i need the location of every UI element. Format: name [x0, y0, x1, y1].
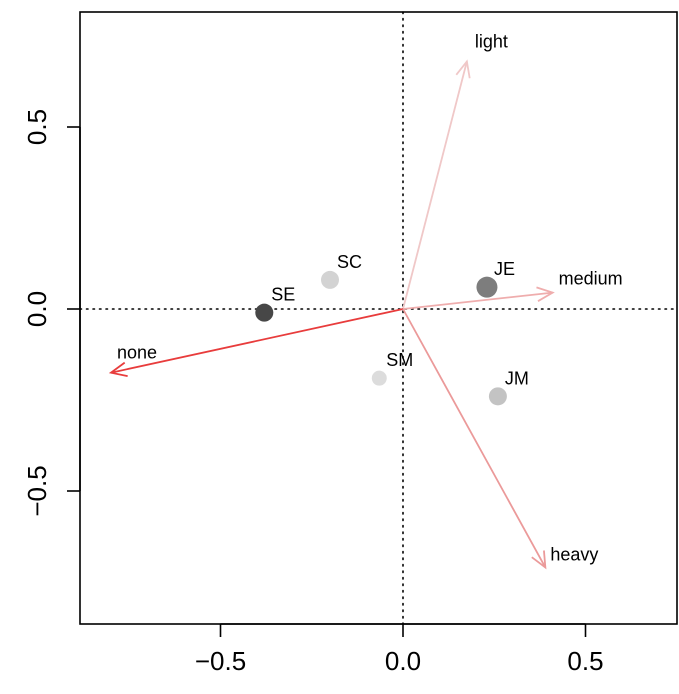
plot-frame — [79, 11, 678, 625]
arrow-shaft-none — [110, 308, 404, 374]
point-SE: SE — [255, 285, 295, 322]
point-marker-JM — [488, 387, 507, 406]
point-label-SM: SM — [386, 350, 413, 370]
point-SM: SM — [371, 350, 413, 386]
point-marker-JE — [476, 276, 498, 298]
arrow-label-heavy: heavy — [550, 544, 598, 564]
point-SC: SC — [321, 252, 362, 289]
point-JM: JM — [488, 368, 529, 406]
arrow-head-light — [455, 59, 471, 79]
variable-arrows: light medium none heavy — [108, 31, 623, 570]
arrow-shaft-heavy — [402, 308, 547, 568]
arrow-label-light: light — [475, 31, 508, 51]
reference-lines — [79, 11, 678, 625]
point-label-SE: SE — [271, 285, 295, 305]
point-label-JM: JM — [505, 368, 529, 388]
point-JE: JE — [476, 259, 515, 298]
point-label-SC: SC — [337, 252, 362, 272]
arrow-shaft-light — [402, 61, 468, 310]
x-tick-label: 0.0 — [385, 646, 421, 676]
arrow-label-none: none — [117, 343, 157, 363]
arrow-head-heavy — [531, 550, 547, 570]
y-tick-label: 0.5 — [22, 109, 52, 145]
point-marker-SE — [255, 303, 274, 322]
arrow-none: none — [108, 308, 404, 378]
x-axis: −0.5 0.0 0.5 — [195, 623, 604, 676]
arrow-shaft-medium — [402, 291, 553, 310]
observation-points: SC SE JE SM JM — [255, 252, 529, 406]
arrow-medium: medium — [402, 269, 623, 310]
arrow-heavy: heavy — [402, 308, 598, 570]
arrow-head-medium — [536, 286, 555, 302]
y-axis: −0.5 0.0 0.5 — [22, 109, 81, 517]
x-tick-label: 0.5 — [567, 646, 603, 676]
x-tick-label: −0.5 — [195, 646, 246, 676]
arrow-label-medium: medium — [559, 269, 623, 289]
arrow-head-none — [108, 361, 128, 378]
point-marker-SM — [371, 370, 387, 386]
y-tick-label: 0.0 — [22, 291, 52, 327]
y-tick-label: −0.5 — [22, 465, 52, 516]
arrow-light: light — [402, 31, 508, 310]
point-label-JE: JE — [494, 259, 515, 279]
point-marker-SC — [321, 270, 339, 289]
